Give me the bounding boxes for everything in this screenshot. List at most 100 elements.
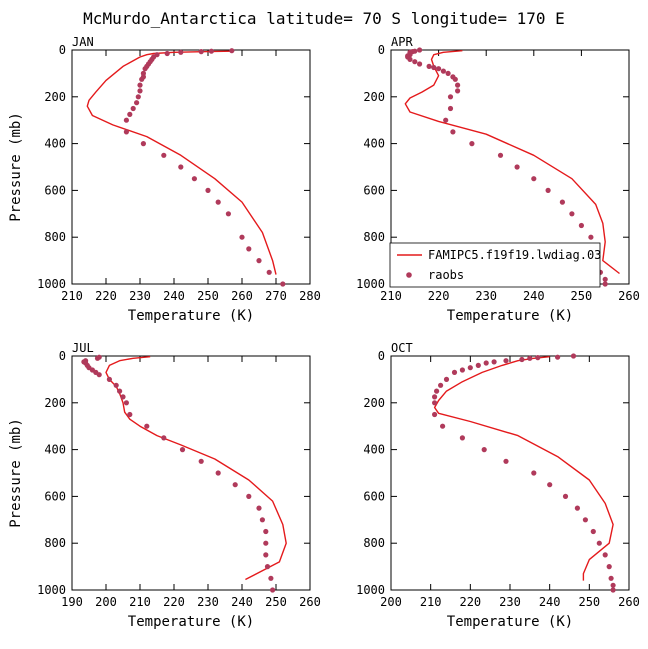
y-tick-label: 600 [363, 183, 385, 197]
obs-point [246, 246, 252, 252]
y-tick-label: 1000 [37, 583, 66, 597]
obs-point [246, 493, 252, 499]
y-tick-label: 1000 [37, 277, 66, 291]
obs-point [117, 388, 123, 394]
obs-point [578, 222, 585, 229]
obs-point [225, 211, 231, 217]
obs-point [590, 528, 596, 535]
obs-point [135, 94, 141, 100]
x-tick-label: 260 [618, 289, 640, 303]
x-tick-label: 220 [428, 289, 450, 303]
obs-point [142, 66, 148, 72]
obs-point [570, 353, 577, 359]
obs-point [459, 435, 465, 441]
obs-point [432, 394, 438, 400]
y-tick-label: 200 [363, 90, 385, 104]
x-tick-label: 240 [163, 289, 185, 303]
obs-point [440, 68, 446, 74]
obs-point [582, 517, 589, 523]
obs-point [443, 376, 450, 382]
obs-point [606, 564, 612, 570]
obs-point [481, 447, 487, 453]
obs-point [519, 356, 525, 363]
obs-point [179, 447, 186, 453]
legend-box [389, 242, 601, 288]
panel-title: JUL [72, 341, 94, 355]
obs-point [113, 382, 119, 388]
obs-point [412, 59, 418, 65]
obs-point [120, 394, 126, 400]
obs-point [531, 470, 537, 476]
x-tick-label: 250 [197, 289, 219, 303]
obs-point [426, 63, 432, 69]
obs-point [514, 164, 520, 170]
obs-point [602, 276, 608, 282]
y-tick-label: 400 [363, 443, 385, 457]
obs-point [602, 552, 608, 558]
obs-point [198, 49, 204, 55]
panel-jan: 210 220 230 240 250 260 270 280 0 200 400 600 800 100… [8, 35, 321, 324]
obs-point [588, 234, 594, 240]
obs-point [569, 211, 575, 217]
obs-point [127, 411, 133, 418]
obs-point [469, 141, 475, 147]
x-tick-label: 250 [578, 595, 600, 609]
obs-point [164, 50, 170, 57]
panel-title: JAN [72, 35, 94, 49]
obs-point [232, 482, 238, 488]
obs-point [144, 423, 150, 429]
obs-point [531, 176, 537, 182]
y-axis-label: Pressure (mb) [8, 418, 24, 528]
obs-point [208, 48, 214, 54]
obs-point [239, 234, 245, 240]
x-tick-label: 260 [299, 595, 321, 609]
x-tick-label: 280 [299, 289, 321, 303]
obs-point [436, 66, 442, 72]
y-tick-label: 400 [44, 443, 66, 457]
x-tick-label: 240 [231, 595, 253, 609]
obs-point [134, 100, 140, 106]
obs-point [229, 48, 235, 54]
obs-point [215, 470, 221, 476]
y-tick-label: 600 [363, 489, 385, 503]
obs-point [535, 355, 541, 361]
obs-point [491, 359, 497, 365]
x-tick-label: 220 [163, 595, 185, 609]
obs-point [259, 517, 265, 523]
obs-point [555, 354, 561, 360]
obs-point [596, 540, 602, 546]
obs-point [178, 49, 184, 55]
obs-point [417, 61, 423, 67]
y-tick-label: 800 [363, 230, 385, 244]
obs-point [417, 47, 423, 53]
obs-point [503, 458, 509, 464]
y-tick-label: 600 [44, 489, 66, 503]
obs-point [450, 129, 456, 135]
obs-point [503, 358, 509, 364]
obs-point [443, 117, 449, 123]
obs-point [161, 152, 167, 158]
panel-title: APR [391, 35, 413, 49]
x-tick-label: 260 [231, 289, 253, 303]
legend-obs-label: raobs [428, 268, 464, 282]
y-tick-label: 0 [59, 349, 66, 363]
y-tick-label: 0 [378, 43, 385, 57]
obs-point [602, 281, 608, 287]
x-tick-label: 210 [380, 289, 402, 303]
x-tick-label: 210 [129, 595, 151, 609]
obs-point [455, 82, 461, 88]
panel-oct: 200 210 220 230 240 250 260 0 200 400 600 800 1000 OC… [356, 341, 640, 630]
obs-point [483, 360, 489, 366]
x-axis-label: Temperature (K) [128, 308, 254, 324]
obs-point [263, 540, 269, 546]
y-tick-label: 1000 [356, 583, 385, 597]
y-tick-label: 400 [363, 137, 385, 151]
obs-point [161, 435, 167, 441]
obs-point [137, 82, 143, 88]
obs-point [608, 575, 614, 581]
obs-point [559, 199, 566, 205]
x-axis-label: Temperature (K) [128, 614, 254, 630]
x-tick-label: 230 [475, 289, 497, 303]
plot-frame [71, 355, 311, 591]
legend-dot-swatch [406, 272, 412, 278]
